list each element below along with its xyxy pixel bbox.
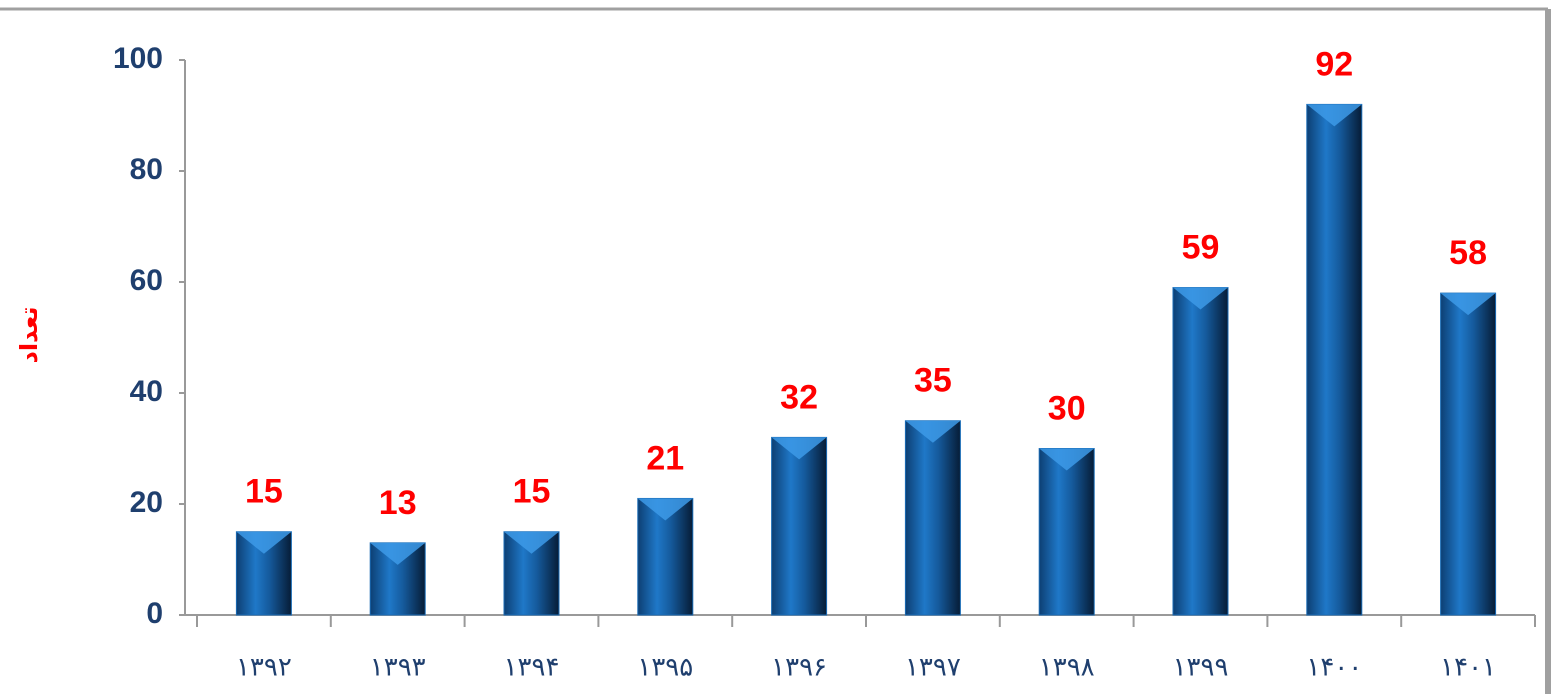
bar xyxy=(1440,292,1497,616)
x-tick-label: ۱۳۹۵ xyxy=(637,653,693,683)
y-tick-label: 40 xyxy=(130,375,163,408)
bar-bevel xyxy=(771,437,827,460)
bar-bevel xyxy=(1173,287,1228,310)
y-tick-label: 80 xyxy=(130,153,163,186)
value-label: 58 xyxy=(1449,234,1487,272)
value-label: 59 xyxy=(1182,229,1220,267)
bar-bevel xyxy=(1039,448,1095,471)
bar xyxy=(1172,287,1229,616)
x-tick-label: ۱۳۹۷ xyxy=(905,653,961,683)
bar xyxy=(904,420,961,616)
bar xyxy=(1306,103,1363,616)
bar xyxy=(771,436,828,616)
bar xyxy=(503,531,560,616)
x-tick-label: ۱۳۹۲ xyxy=(236,653,292,683)
value-label: 92 xyxy=(1315,45,1353,83)
x-tick-label: ۱۳۹۸ xyxy=(1039,653,1095,683)
value-label: 32 xyxy=(780,378,818,416)
value-label: 30 xyxy=(1048,389,1086,427)
bar-bevel xyxy=(1440,293,1496,316)
value-label: 21 xyxy=(646,439,684,477)
x-tick-label: ۱۳۹۳ xyxy=(370,653,426,683)
y-tick-label: 100 xyxy=(113,42,163,75)
value-label: 15 xyxy=(245,473,283,511)
bar-bevel xyxy=(637,498,693,521)
bar-bevel xyxy=(236,531,292,554)
bar-bevel xyxy=(504,531,559,554)
bar-bevel xyxy=(905,420,961,443)
bar xyxy=(1038,448,1095,616)
x-tick-label: ۱۴۰۱ xyxy=(1440,653,1496,683)
bar-bevel xyxy=(1306,104,1362,127)
value-label: 15 xyxy=(513,473,551,511)
x-tick-label: ۱۳۹۹ xyxy=(1173,653,1229,683)
x-tick-label: ۱۴۰۰ xyxy=(1306,653,1362,683)
bar-bevel xyxy=(370,542,426,565)
value-label: 13 xyxy=(379,484,417,522)
x-tick-label: ۱۳۹۴ xyxy=(504,653,560,683)
x-tick-label: ۱۳۹۶ xyxy=(771,653,827,683)
y-tick-label: 0 xyxy=(146,597,163,630)
y-tick-label: 60 xyxy=(130,264,163,297)
value-label: 35 xyxy=(914,362,952,400)
y-axis-title: تعداد xyxy=(15,307,43,364)
y-tick-label: 20 xyxy=(130,486,163,519)
